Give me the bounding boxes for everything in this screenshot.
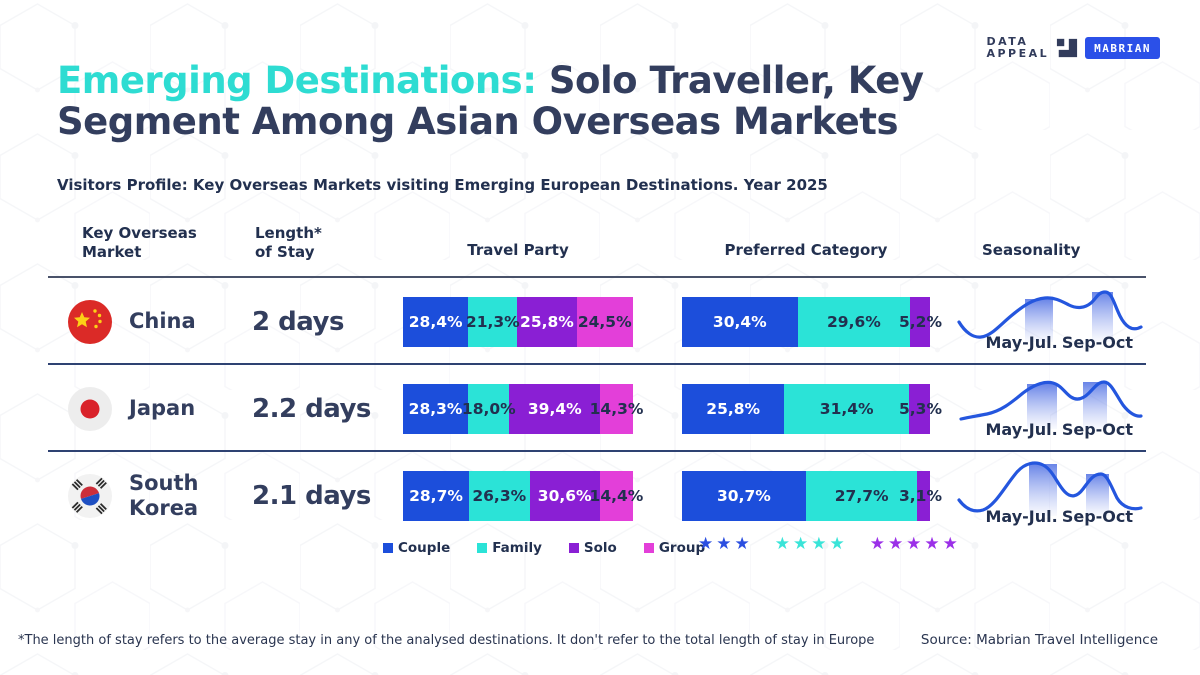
preferred-category-segment-4-star: 27,7% xyxy=(805,470,918,521)
source-credit: Source: Mabrian Travel Intelligence xyxy=(920,632,1158,648)
data-appeal-mark-icon xyxy=(1057,38,1078,58)
data-appeal-logo: DATA APPEAL xyxy=(986,36,1049,60)
travel-party-segment-solo: 25,8% xyxy=(517,296,577,347)
legend-item-group: Group xyxy=(643,540,706,556)
table-row-china: China 2 days 28,4% 21,3% 25,8% 24,5% 30,4% 2… xyxy=(48,278,1146,365)
seasonality-peak-band xyxy=(1092,292,1113,342)
seasonality-curve xyxy=(957,461,1143,516)
page-subtitle: Visitors Profile: Key Overseas Markets v… xyxy=(57,176,828,194)
title-rest: Solo Traveller, Key Segment Among Asian … xyxy=(57,59,924,143)
length-of-stay: 2 days xyxy=(252,306,344,337)
table-row-south-korea: South Korea 2.1 days 28,7% 26,3% 30,6% 14,4… xyxy=(48,452,1146,539)
4-star-rating-icon: ★★★★ xyxy=(774,534,848,554)
market-name: South Korea xyxy=(129,470,199,520)
markets-table: Key Overseas Market Length* of Stay Trav… xyxy=(48,224,1146,539)
travel-party-bar: 28,4% 21,3% 25,8% 24,5% xyxy=(403,296,633,347)
travel-party-segment-couple: 28,7% xyxy=(403,470,469,521)
legend-item-couple: Couple xyxy=(383,540,450,556)
legend-swatch-icon xyxy=(477,543,488,553)
logo-word-2: APPEAL xyxy=(986,47,1050,60)
legend-swatch-icon xyxy=(568,543,579,553)
travel-party-segment-couple: 28,4% xyxy=(403,296,469,347)
south-korea-flag-icon xyxy=(68,473,112,518)
header-travel-party: Travel Party xyxy=(467,240,569,259)
preferred-category-last-label: 3,1% xyxy=(899,486,942,505)
preferred-category-segment-4-star: 31,4% xyxy=(784,383,909,434)
seasonality-peak-band xyxy=(1027,384,1057,429)
legend-item-family: Family xyxy=(477,540,542,556)
seasonality-chart: May-Jul. Sep-Oct xyxy=(955,278,1143,365)
preferred-category-last-label: 5,2% xyxy=(899,312,942,331)
travel-party-bar: 28,3% 18,0% 39,4% 14,3% xyxy=(403,383,643,434)
mabrian-badge: MABRIAN xyxy=(1085,37,1160,59)
seasonality-peak-label: Sep-Oct xyxy=(1061,420,1134,439)
seasonality-chart: May-Jul. Sep-Oct xyxy=(955,452,1143,539)
travel-party-segment-family: 18,0% xyxy=(462,383,516,434)
header-preferred-category: Preferred Category xyxy=(724,240,888,259)
length-of-stay: 2.2 days xyxy=(252,393,371,424)
seasonality-peak-label: May-Jul. xyxy=(985,333,1058,352)
legend-swatch-icon xyxy=(383,543,393,553)
legend-label: Solo xyxy=(583,540,617,556)
preferred-category-segment-5-star xyxy=(908,383,930,434)
legend-label: Couple xyxy=(398,540,451,556)
header-length-of-stay: Length* of Stay xyxy=(255,224,322,261)
header-key-overseas-market: Key Overseas Market xyxy=(82,224,197,261)
preferred-category-bar: 30,7% 27,7% 3,1% xyxy=(682,470,942,521)
seasonality-peak-band xyxy=(1083,382,1107,429)
travel-party-segment-group: 14,4% xyxy=(590,470,643,521)
logo-word-1: DATA xyxy=(986,35,1029,48)
footnote: *The length of stay refers to the averag… xyxy=(18,633,875,648)
legend-label: Family xyxy=(492,540,542,556)
preferred-category-segment-4-star: 29,6% xyxy=(797,296,911,347)
japan-flag-icon xyxy=(68,386,112,431)
legend-item-solo: Solo xyxy=(568,540,617,556)
legend-label: Group xyxy=(658,540,706,556)
seasonality-peak-label: May-Jul. xyxy=(985,420,1058,439)
china-flag-icon xyxy=(68,299,112,344)
travel-party-segment-group: 14,3% xyxy=(590,383,643,434)
preferred-category-bar: 25,8% 31,4% 5,3% xyxy=(682,383,942,434)
table-row-japan: Japan 2.2 days 28,3% 18,0% 39,4% 14,3% 25,8… xyxy=(48,365,1146,452)
travel-party-segment-couple: 28,3% xyxy=(403,383,469,434)
seasonality-peak-label: Sep-Oct xyxy=(1061,507,1134,526)
title-highlight: Emerging Destinations: xyxy=(57,59,537,102)
seasonality-peak-label: Sep-Oct xyxy=(1061,333,1134,352)
page-title: Emerging Destinations: Solo Traveller, K… xyxy=(57,60,1007,142)
legend-swatch-icon xyxy=(643,543,654,553)
length-of-stay: 2.1 days xyxy=(252,480,371,511)
seasonality-curve xyxy=(957,290,1143,342)
preferred-category-last-label: 5,3% xyxy=(899,399,942,418)
travel-party-segment-solo: 39,4% xyxy=(509,383,601,434)
seasonality-peak-label: May-Jul. xyxy=(985,507,1058,526)
preferred-category-segment-5-star xyxy=(910,296,930,347)
seasonality-chart: May-Jul. Sep-Oct xyxy=(955,365,1143,452)
preferred-category-segment-3-star: 30,7% xyxy=(682,470,806,521)
travel-party-segment-family: 21,3% xyxy=(466,296,520,347)
seasonality-peak-band xyxy=(1025,299,1053,342)
preferred-category-segment-3-star: 30,4% xyxy=(682,296,798,347)
table-header-row: Key Overseas Market Length* of Stay Trav… xyxy=(48,224,1146,278)
3-star-rating-icon: ★★★ xyxy=(698,534,753,554)
header-seasonality: Seasonality xyxy=(982,240,1081,259)
market-name: China xyxy=(129,309,196,333)
travel-party-segment-solo: 30,6% xyxy=(529,470,600,521)
preferred-category-segment-3-star: 25,8% xyxy=(682,383,785,434)
travel-party-segment-group: 24,5% xyxy=(576,296,633,347)
seasonality-peak-band xyxy=(1086,474,1109,516)
travel-party-legend: Couple Family Solo Group xyxy=(383,540,705,556)
travel-party-bar: 28,7% 26,3% 30,6% 14,4% xyxy=(403,470,643,521)
5-star-rating-icon: ★★★★★ xyxy=(869,534,961,554)
seasonality-curve xyxy=(959,380,1143,429)
preferred-category-bar: 30,4% 29,6% 5,2% xyxy=(682,296,942,347)
travel-party-segment-family: 26,3% xyxy=(469,470,530,521)
category-star-legend: ★★★ ★★★★ ★★★★★ xyxy=(698,534,961,554)
preferred-category-segment-5-star xyxy=(917,470,930,521)
brand-logo: DATA APPEAL MABRIAN xyxy=(986,36,1160,60)
market-name: Japan xyxy=(129,396,196,420)
